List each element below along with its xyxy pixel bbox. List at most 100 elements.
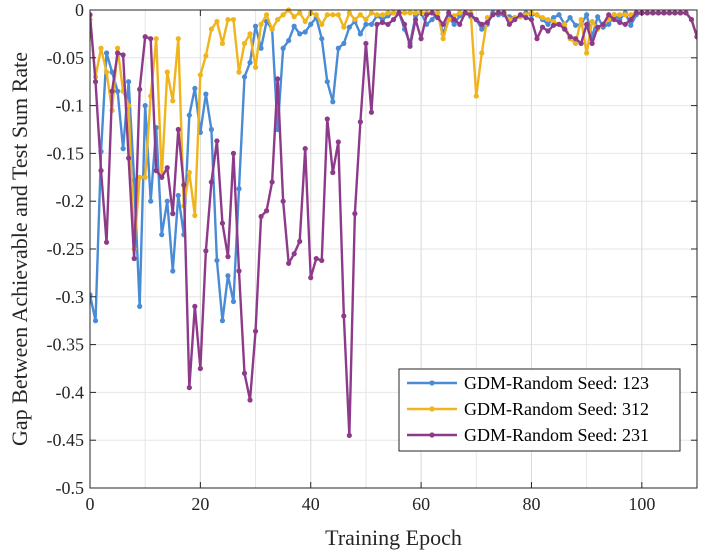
data-point — [661, 10, 667, 16]
data-point — [523, 15, 529, 21]
data-point — [429, 10, 435, 16]
data-point — [396, 10, 402, 16]
data-point — [407, 43, 413, 49]
data-point — [280, 12, 286, 18]
y-tick-label: -0.2 — [56, 191, 85, 211]
data-point — [252, 328, 259, 334]
data-point — [357, 12, 363, 18]
data-point — [103, 239, 110, 245]
data-point — [291, 14, 297, 20]
data-point — [561, 21, 568, 27]
data-point — [308, 21, 314, 27]
data-point — [280, 198, 286, 204]
data-point — [385, 21, 391, 27]
data-point — [606, 12, 612, 18]
data-point — [589, 40, 595, 47]
data-point — [539, 24, 546, 30]
data-point — [230, 16, 237, 23]
data-point — [501, 10, 507, 16]
data-point — [479, 21, 485, 27]
data-point — [600, 21, 606, 27]
data-point — [352, 211, 358, 217]
data-point — [346, 432, 352, 439]
data-point — [219, 40, 226, 47]
data-point — [126, 155, 132, 161]
data-point — [103, 69, 110, 75]
data-point — [622, 12, 628, 18]
legend-marker — [429, 406, 435, 412]
data-point — [473, 16, 479, 23]
data-point — [479, 26, 485, 32]
data-point — [275, 76, 281, 82]
data-point — [120, 146, 126, 152]
data-point — [628, 16, 634, 23]
data-point — [390, 16, 397, 23]
data-point — [114, 88, 121, 94]
y-tick-label: -0.35 — [47, 335, 85, 355]
data-point — [219, 318, 226, 324]
data-point — [324, 12, 330, 18]
data-point — [677, 10, 684, 16]
data-point — [556, 12, 562, 18]
data-point — [341, 40, 347, 47]
data-point — [302, 18, 308, 25]
data-point — [159, 174, 165, 180]
data-point — [385, 10, 391, 16]
data-point — [214, 257, 220, 264]
data-point — [319, 257, 325, 264]
data-point — [263, 12, 270, 18]
data-point — [435, 10, 441, 16]
data-point — [589, 18, 595, 25]
data-point — [297, 10, 303, 16]
data-point — [175, 126, 181, 133]
data-point — [297, 31, 303, 37]
data-point — [374, 12, 380, 18]
legend-marker — [429, 380, 435, 386]
data-point — [203, 53, 209, 59]
data-point — [435, 15, 441, 21]
data-point — [142, 34, 148, 40]
data-point — [208, 126, 214, 133]
data-point — [561, 26, 568, 32]
data-point — [545, 16, 551, 23]
data-point — [484, 19, 490, 26]
data-point — [302, 146, 308, 152]
data-point — [368, 109, 375, 115]
data-point — [401, 10, 408, 16]
data-point — [545, 28, 551, 34]
data-point — [192, 212, 198, 219]
data-point — [186, 112, 192, 118]
y-axis-label: Gap Between Achievable and Test Sum Rate — [7, 52, 32, 446]
data-point — [357, 31, 363, 37]
data-point — [197, 365, 203, 372]
data-point — [170, 98, 176, 104]
x-tick-label: 20 — [191, 494, 209, 514]
data-point — [153, 168, 159, 174]
data-point — [479, 50, 485, 56]
data-point — [148, 198, 154, 204]
data-point — [280, 45, 286, 51]
data-point — [137, 174, 143, 180]
legend: GDM-Random Seed: 123 GDM-Random Seed: 312… — [398, 368, 681, 452]
data-point — [545, 21, 551, 27]
data-point — [622, 21, 628, 27]
x-tick-label: 40 — [302, 494, 320, 514]
data-point — [440, 36, 446, 42]
data-point — [490, 12, 496, 18]
data-point — [236, 69, 242, 75]
data-point — [263, 208, 270, 214]
data-point — [611, 12, 617, 18]
legend-label: GDM-Random Seed: 312 — [464, 399, 649, 419]
data-point — [297, 238, 303, 244]
y-tick-label: 0 — [75, 0, 84, 20]
data-point — [186, 169, 192, 176]
data-point — [584, 12, 590, 18]
data-point — [517, 12, 524, 18]
y-tick-label: -0.45 — [47, 430, 85, 450]
data-point — [114, 45, 121, 51]
data-point — [567, 34, 573, 40]
data-point — [567, 15, 573, 21]
data-point — [357, 119, 363, 125]
data-point — [611, 16, 617, 23]
y-tick-label: -0.15 — [47, 143, 85, 163]
